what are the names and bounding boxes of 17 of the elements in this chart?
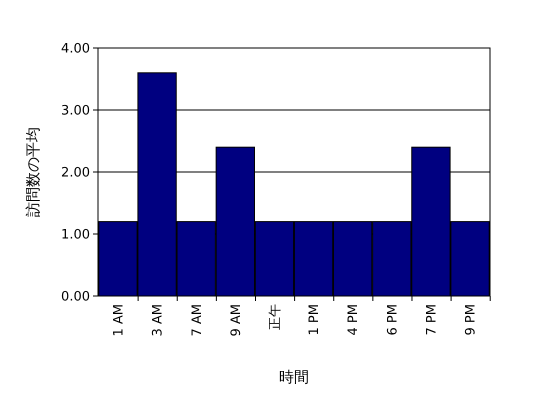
- x-tick-label: 4 PM: [346, 304, 362, 336]
- y-tick-label: 1.00: [61, 228, 90, 243]
- y-axis-title: 訪問数の平均: [24, 127, 42, 217]
- x-tick-label: 正午: [268, 304, 283, 330]
- y-tick-label: 0.00: [61, 290, 90, 305]
- x-tick-label: 9 PM: [464, 304, 479, 336]
- x-tick-label: 7 PM: [424, 304, 440, 336]
- x-tick-label: 1 AM: [112, 304, 126, 337]
- x-tick-label: 3 AM: [150, 304, 166, 337]
- y-tick-label: 3.00: [61, 104, 90, 119]
- x-axis-title: 時間: [279, 368, 309, 386]
- y-tick-label: 4.00: [61, 42, 90, 57]
- x-tick-label: 6 PM: [385, 304, 400, 336]
- x-tick-label: 9 AM: [228, 304, 244, 337]
- x-tick-label: 7 AM: [190, 304, 205, 337]
- x-tick-label: 1 PM: [307, 304, 322, 336]
- y-tick-label: 2.00: [61, 166, 90, 181]
